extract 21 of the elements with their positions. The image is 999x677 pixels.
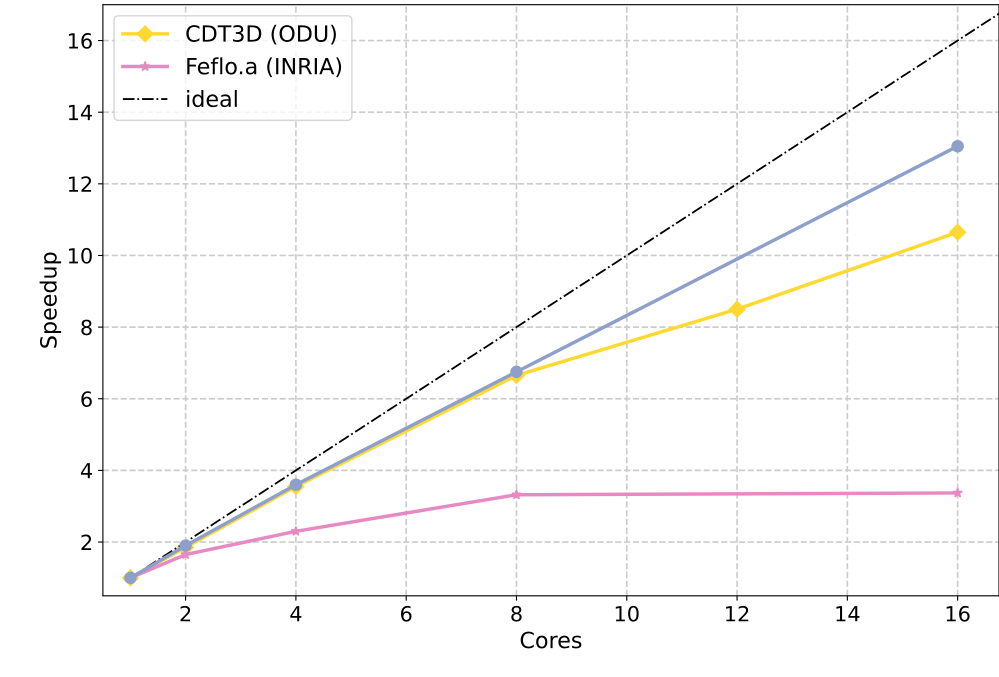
y-tick-label: 4: [80, 463, 92, 478]
y-tick-label: 14: [68, 104, 92, 120]
x-tick-label: 10: [616, 606, 639, 622]
x-tick-label: 8: [511, 606, 522, 622]
x-tick-label: 12: [726, 606, 748, 622]
y-tick-label: 8: [81, 320, 92, 336]
x-tick-label: 2: [180, 606, 190, 622]
legend-label: CDT3D (ODU): [186, 24, 336, 45]
x-tick-label: 14: [836, 606, 860, 622]
x-tick-label: 4: [290, 606, 302, 622]
y-tick-label: 12: [68, 176, 92, 192]
y-tick-label: 2: [81, 534, 92, 550]
x-tick-label: 6: [401, 606, 412, 622]
legend-label: ideal: [187, 90, 237, 108]
legend-label: Feflo.a (INRIA): [187, 57, 342, 78]
y-tick-label: 10: [68, 248, 92, 264]
x-axis-title: Cores: [520, 632, 582, 648]
y-tick-label: 6: [81, 391, 92, 407]
y-tick-label: 16: [68, 33, 92, 49]
y-axis-title: Speedup: [40, 252, 62, 348]
x-tick-label: 16: [946, 606, 970, 622]
